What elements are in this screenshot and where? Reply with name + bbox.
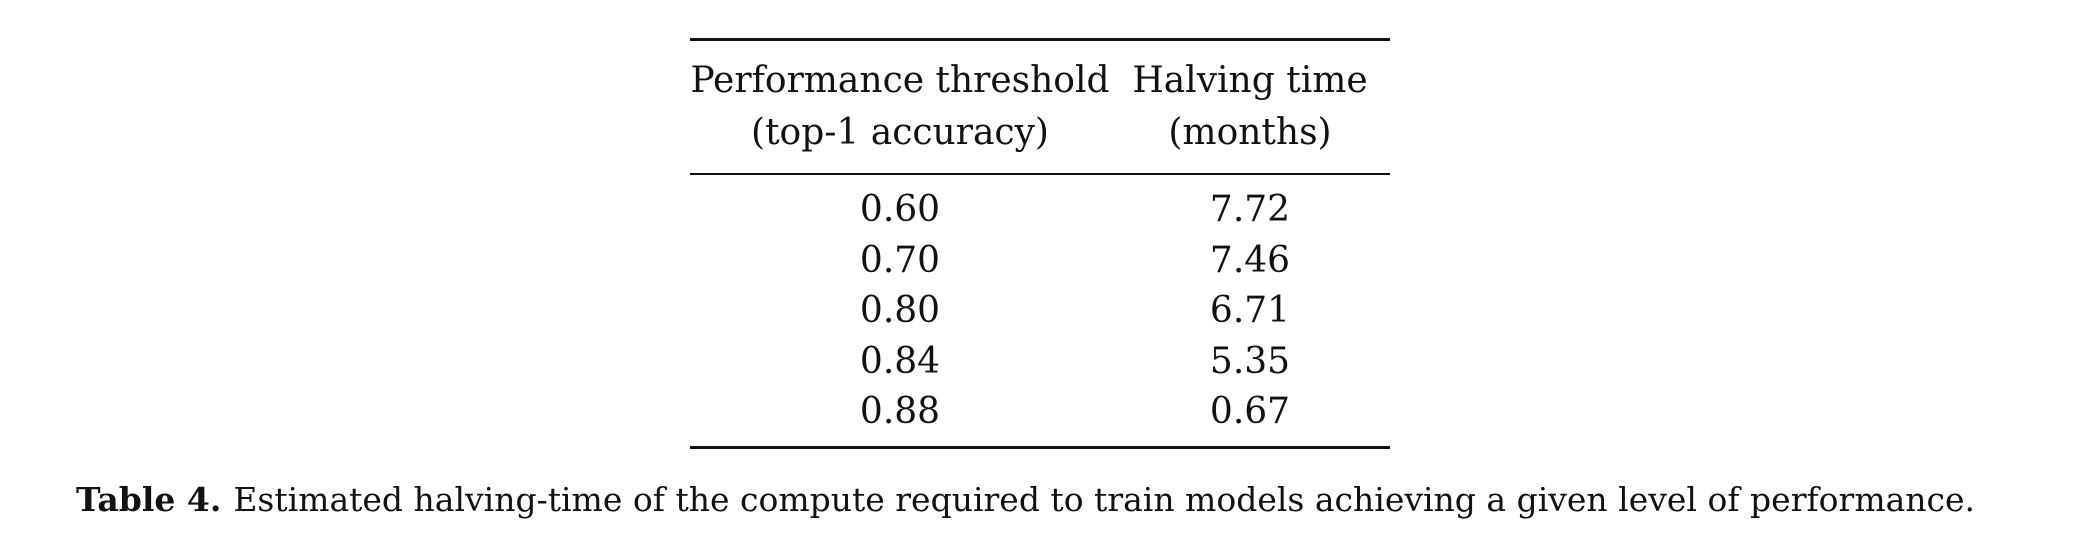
threshold-cell: 0.70 bbox=[859, 239, 941, 281]
table-bottom-rule bbox=[690, 445, 1390, 449]
halving-time-cell: 7.46 bbox=[1209, 239, 1291, 281]
halving-time-cell: 0.67 bbox=[1209, 391, 1291, 432]
table-row: 0.80 6.71 bbox=[690, 286, 1390, 337]
threshold-cell: 0.80 bbox=[859, 290, 941, 331]
table-row: 0.84 5.35 bbox=[690, 337, 1390, 388]
header-line: (top-1 accuracy) bbox=[751, 112, 1049, 153]
table-mid-rule bbox=[690, 173, 1390, 175]
table-caption: Table 4. Estimated halving-time of the co… bbox=[76, 476, 1975, 524]
header-halving-time: Halving time (months) bbox=[1110, 55, 1390, 159]
caption-label: Table 4. bbox=[76, 480, 222, 519]
halving-time-cell: 6.71 bbox=[1209, 290, 1291, 331]
halving-time-cell: 5.35 bbox=[1209, 340, 1291, 382]
header-line: Performance threshold bbox=[690, 60, 1110, 101]
header-performance-threshold: Performance threshold (top-1 accuracy) bbox=[690, 55, 1110, 159]
table-row: 0.60 7.72 bbox=[690, 185, 1390, 236]
table-row: 0.70 7.46 bbox=[690, 236, 1390, 287]
table-row: 0.88 0.67 bbox=[690, 387, 1390, 438]
threshold-cell: 0.88 bbox=[859, 391, 941, 432]
table-top-rule bbox=[690, 38, 1390, 41]
header-line: (months) bbox=[1168, 112, 1332, 153]
table-header: Performance threshold (top-1 accuracy) H… bbox=[690, 41, 1390, 173]
header-line: Halving time bbox=[1132, 60, 1368, 101]
halving-time-cell: 7.72 bbox=[1209, 189, 1291, 230]
results-table: Performance threshold (top-1 accuracy) H… bbox=[690, 38, 1390, 449]
threshold-cell: 0.84 bbox=[859, 340, 941, 382]
table-body: 0.60 7.72 0.70 7.46 0.80 6.71 0.84 5.35 … bbox=[690, 175, 1390, 446]
threshold-cell: 0.60 bbox=[859, 189, 941, 230]
caption-text: Estimated halving-time of the compute re… bbox=[233, 480, 1976, 519]
